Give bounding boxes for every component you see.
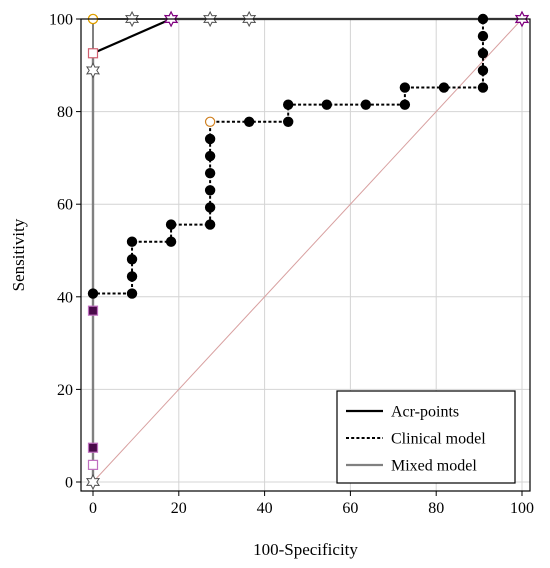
clinical-model-marker-13 [204, 116, 216, 127]
clinical-model-marker-23 [477, 65, 489, 76]
clinical-model-marker-4 [126, 236, 138, 247]
reference-layer [92, 18, 523, 483]
clinical-model-marker-7 [204, 219, 216, 230]
reference-diagonal [92, 18, 523, 483]
legend-box [336, 390, 516, 484]
clinical-model-marker-18 [360, 99, 372, 110]
x-axis-label: 100-Specificity [253, 540, 358, 559]
clinical-model-marker-14 [243, 116, 255, 127]
y-tick-label-3: 60 [57, 197, 73, 214]
clinical-model-marker-1 [126, 288, 138, 299]
clinical-model-marker-16 [282, 99, 294, 110]
clinical-model-marker-6 [165, 219, 177, 230]
clinical-model-marker-20 [399, 82, 411, 93]
y-tick-label-2: 40 [57, 289, 73, 306]
clinical-model-marker-5 [165, 236, 177, 247]
x-tick-label-0: 0 [89, 500, 97, 517]
y-tick-label-5: 100 [49, 12, 73, 29]
acr-points-marker-3 [87, 48, 99, 59]
legend: Acr-points Clinical model Mixed model [336, 390, 516, 484]
axes-layer [76, 18, 531, 496]
clinical-model-marker-19 [399, 99, 411, 110]
clinical-model-marker-17 [321, 99, 333, 110]
acr-points-marker-1 [87, 442, 99, 453]
x-tick-label-4: 80 [428, 500, 444, 517]
x-tick-label-2: 40 [257, 500, 273, 517]
clinical-model-marker-21 [438, 82, 450, 93]
x-tick-label-5: 100 [510, 500, 534, 517]
y-axis-label: Sensitivity [9, 218, 28, 291]
acr-points-marker-0 [87, 459, 99, 470]
legend-label-acr-points: Acr-points [391, 404, 459, 421]
clinical-model-marker-15 [282, 116, 294, 127]
markers-layer [85, 10, 530, 491]
clinical-model-marker-0 [87, 288, 99, 299]
acr-points-marker-2 [87, 305, 99, 316]
x-tick-label-3: 60 [342, 500, 358, 517]
labels-layer: 0 20 40 60 80 100 0 20 40 60 80 100 100-Specificity S… [9, 12, 534, 560]
clinical-model-marker-3 [126, 254, 138, 265]
x-tick-label-1: 20 [171, 500, 187, 517]
mixed-model-marker-0 [85, 473, 101, 491]
clinical-model-marker-10 [204, 167, 216, 179]
mixed-model-marker-1 [85, 62, 101, 79]
plot-frame [80, 18, 531, 492]
y-tick-label-0: 0 [65, 475, 73, 492]
legend-label-mixed-model: Mixed model [391, 458, 477, 475]
y-tick-label-1: 20 [57, 382, 73, 399]
clinical-model-marker-12 [204, 133, 216, 145]
clinical-model-marker-8 [204, 202, 216, 213]
y-tick-label-4: 80 [57, 104, 73, 121]
clinical-model-marker-11 [204, 150, 216, 162]
clinical-model-marker-9 [204, 185, 216, 196]
clinical-model-marker-2 [126, 271, 138, 282]
clinical-model-marker-22 [477, 82, 489, 93]
clinical-model-marker-24 [477, 48, 489, 59]
legend-label-clinical-model: Clinical model [391, 431, 486, 448]
clinical-model-marker-25 [477, 30, 489, 42]
